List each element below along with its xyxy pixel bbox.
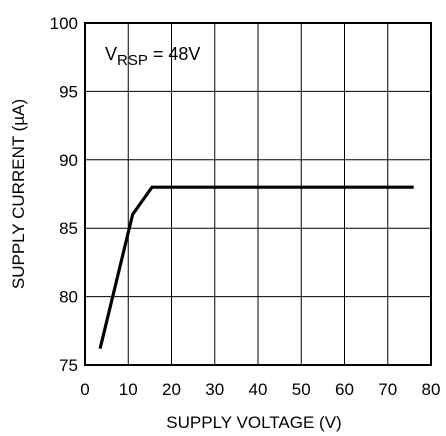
annotation-prefix: V — [105, 44, 117, 64]
x-axis-label: SUPPLY VOLTAGE (V) — [166, 413, 341, 432]
x-tick-label: 80 — [422, 380, 441, 399]
grid-lines — [84, 22, 432, 366]
vrsp-annotation: VRSP = 48V — [105, 44, 200, 69]
y-axis-label: SUPPLY CURRENT (µA) — [9, 99, 28, 289]
plot-line-group — [98, 185, 414, 349]
y-tick-label: 90 — [59, 151, 78, 170]
x-tick-label: 70 — [378, 380, 397, 399]
annotation-suffix: = 48V — [148, 44, 201, 64]
x-tick-label: 40 — [249, 380, 268, 399]
annotation-subscript: RSP — [117, 52, 148, 69]
y-tick-label: 75 — [59, 356, 78, 375]
plot-frame — [84, 22, 432, 366]
y-tick-labels: 75 80 85 90 95 100 — [50, 14, 78, 375]
y-tick-label: 100 — [50, 14, 78, 33]
y-tick-label: 85 — [59, 219, 78, 238]
x-tick-label: 0 — [80, 380, 89, 399]
x-tick-label: 30 — [205, 380, 224, 399]
x-tick-label: 60 — [335, 380, 354, 399]
supply-current-series-line — [98, 185, 414, 349]
y-tick-label: 80 — [59, 288, 78, 307]
y-tick-label: 95 — [59, 82, 78, 101]
x-tick-label: 20 — [162, 380, 181, 399]
x-tick-label: 10 — [119, 380, 138, 399]
x-tick-labels: 0 10 20 30 40 50 60 70 80 — [80, 380, 440, 399]
x-tick-label: 50 — [292, 380, 311, 399]
